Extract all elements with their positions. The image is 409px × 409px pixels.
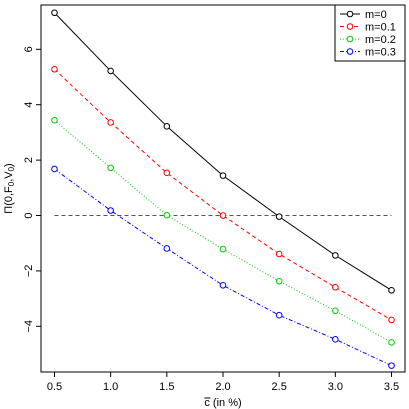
series-m=0.3	[51, 165, 395, 369]
data-point-m=0-2	[163, 123, 171, 130]
series-m=0.2	[51, 116, 395, 346]
x-axis-label: c (in %)	[204, 397, 241, 409]
x-axis-label-suffix: (in %)	[210, 397, 242, 409]
y-tick-label-3: 2	[23, 157, 35, 163]
y-axis-label-mid: ,V	[3, 171, 15, 182]
y-tick-label-4: 4	[23, 102, 35, 108]
data-point-m=0.3-3	[219, 282, 227, 289]
y-tick-label-0: −4	[23, 320, 35, 333]
legend-label-m=0.2: m=0.2	[365, 34, 396, 46]
x-axis-label-symbol: c	[204, 397, 210, 409]
x-tick-label-1: 1.0	[103, 381, 118, 393]
legend: m=0m=0.1m=0.2m=0.3	[334, 4, 406, 62]
y-axis-label: Π(0,F0,V0)	[3, 163, 16, 213]
data-point-m=0.2-5	[332, 307, 339, 315]
series-line-m=0.2	[54, 119, 392, 343]
data-point-m=0.1-0	[51, 65, 58, 73]
data-point-m=0.3-5	[332, 336, 339, 343]
series-m=0.1	[51, 65, 395, 324]
legend-label-m=0.1: m=0.1	[365, 22, 396, 34]
legend-label-m=0.3: m=0.3	[365, 47, 396, 59]
x-axis: 0.5 1.0 1.5 2.0 2.5 3.0 3.5	[47, 372, 399, 393]
y-tick-label-5: 6	[23, 46, 35, 52]
x-tick-label-4: 2.5	[272, 381, 287, 393]
data-point-m=0-3	[219, 172, 227, 179]
series-layer	[51, 9, 395, 369]
data-point-m=0.3-4	[275, 311, 283, 319]
y-tick-label-2: 0	[23, 212, 35, 218]
data-point-m=0.3-2	[163, 245, 171, 252]
legend-label-m=0: m=0	[365, 9, 387, 21]
y-axis-label-sub1: 0	[7, 181, 16, 186]
data-point-m=0.2-1	[107, 164, 114, 172]
data-point-m=0-0	[51, 9, 58, 17]
data-point-m=0.3-1	[107, 207, 114, 214]
y-axis: −4 −2 0 2 4 6	[23, 46, 41, 333]
data-point-m=0.1-5	[332, 283, 339, 291]
data-point-m=0.3-6	[388, 362, 395, 369]
x-tick-label-6: 3.5	[384, 381, 399, 393]
legend-marker-m=0.2	[346, 35, 354, 43]
legend-marker-m=0.1	[346, 23, 354, 30]
x-tick-label-0: 0.5	[47, 381, 62, 393]
data-point-m=0.2-0	[51, 116, 58, 124]
series-line-m=0.3	[54, 168, 392, 367]
data-point-m=0.1-3	[219, 212, 227, 219]
data-point-m=0.1-4	[275, 250, 283, 258]
data-point-m=0-4	[275, 213, 283, 220]
data-point-m=0.1-2	[163, 169, 171, 177]
data-point-m=0.2-4	[275, 277, 283, 285]
y-tick-label-1: −2	[23, 265, 35, 278]
y-axis-label-base: Π(0,F	[3, 186, 15, 214]
data-point-m=0.2-2	[163, 211, 171, 219]
data-point-m=0-1	[107, 67, 114, 75]
x-tick-label-5: 3.0	[328, 381, 343, 393]
data-point-m=0-5	[332, 252, 339, 259]
data-point-m=0.3-0	[51, 165, 58, 173]
legend-marker-m=0	[346, 10, 354, 18]
y-axis-label-sub2: 0	[7, 166, 16, 171]
legend-marker-m=0.3	[346, 48, 354, 55]
x-tick-label-2: 1.5	[159, 381, 174, 393]
data-point-m=0-6	[388, 286, 395, 294]
data-point-m=0.2-3	[219, 245, 227, 253]
data-point-m=0.1-1	[107, 119, 114, 126]
data-point-m=0.2-6	[388, 339, 395, 346]
x-tick-label-3: 2.0	[215, 381, 230, 393]
y-axis-label-end: )	[3, 163, 15, 167]
series-m=0	[51, 9, 395, 294]
data-point-m=0.1-6	[388, 316, 395, 324]
